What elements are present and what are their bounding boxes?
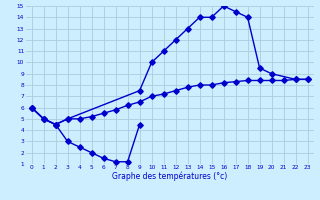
X-axis label: Graphe des températures (°c): Graphe des températures (°c) (112, 172, 227, 181)
